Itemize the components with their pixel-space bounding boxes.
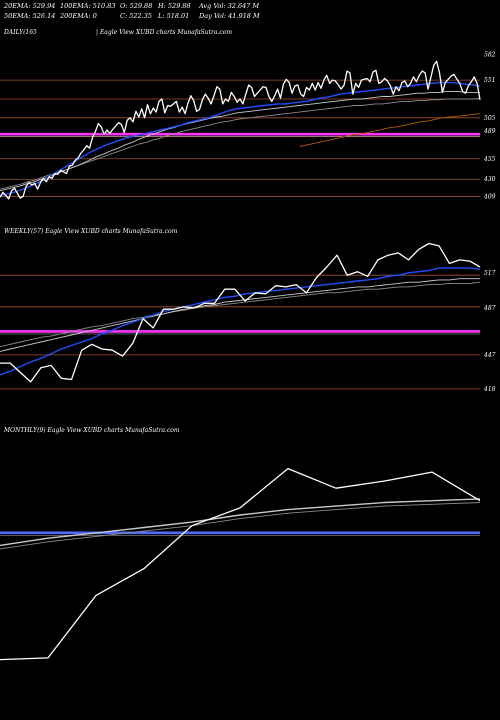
daily-panel-caption: | Eagle View XUBD charts MunafaSutra.com xyxy=(96,29,232,36)
chart-panels: 582 551 505 489 455 430 409 517 487 447 418 xyxy=(0,52,496,661)
header-stat-high: H: 529.88 xyxy=(157,2,191,10)
weekly-panel: 517 487 447 418 xyxy=(0,242,496,393)
daily-ytick-6: 409 xyxy=(483,193,496,200)
header-stat-50ema: 50EMA: 526.14 xyxy=(4,12,55,20)
weekly-panel-label: WEEKLY(57) Eagle View XUBD charts Munafa… xyxy=(4,228,178,235)
daily-series-ema100 xyxy=(0,97,481,190)
weekly-ytick-1: 487 xyxy=(483,305,496,312)
daily-ytick-0: 582 xyxy=(484,52,496,59)
daily-ytick-2: 505 xyxy=(484,115,496,122)
header-stat-200ema: 200EMA: 0 xyxy=(59,12,97,20)
header-stat-20ema: 20EMA: 529.94 xyxy=(3,2,55,10)
header-stat-close: C: 522.35 xyxy=(120,12,152,20)
monthly-panel xyxy=(0,467,481,661)
monthly-series-ema_slow xyxy=(0,502,481,550)
monthly-series-price xyxy=(0,467,481,661)
monthly-panel-label: MONTHLY(9) Eagle View XUBD charts Munafa… xyxy=(3,427,180,434)
header-stat-avg-vol: Avg Vol: 32.647 M xyxy=(198,2,259,10)
daily-series-ema_long xyxy=(299,113,481,147)
daily-series-ema50 xyxy=(0,91,480,192)
weekly-series-price xyxy=(0,242,481,383)
weekly-series-ema_slow xyxy=(0,278,480,352)
header-stat-open: O: 529.88 xyxy=(120,2,152,10)
monthly-series-ema_fast xyxy=(0,498,481,547)
daily-panel: 582 551 505 489 455 430 409 xyxy=(0,52,496,200)
header-stat-day-vol: Day Vol: 41.918 M xyxy=(198,12,260,20)
header-stat-low: L: 518.01 xyxy=(157,12,189,20)
daily-ytick-3: 489 xyxy=(483,128,496,135)
weekly-ytick-2: 447 xyxy=(483,352,496,359)
weekly-series-ema_slow2 xyxy=(0,281,481,348)
daily-ytick-1: 551 xyxy=(484,77,495,84)
daily-ytick-4: 455 xyxy=(483,156,496,163)
price-header: 20EMA: 529.94 100EMA: 510.83 O: 529.88 H… xyxy=(3,2,260,20)
daily-panel-label: DAILY(165 xyxy=(3,29,37,36)
weekly-series-ema_fast xyxy=(0,267,481,376)
header-stat-100ema: 100EMA: 510.83 xyxy=(60,2,116,10)
daily-ytick-5: 430 xyxy=(483,176,496,183)
daily-series-price xyxy=(0,60,481,200)
weekly-ytick-0: 517 xyxy=(484,270,496,277)
daily-panel-labels: DAILY(165 | Eagle View XUBD charts Munaf… xyxy=(3,29,232,36)
weekly-ytick-3: 418 xyxy=(483,386,496,393)
